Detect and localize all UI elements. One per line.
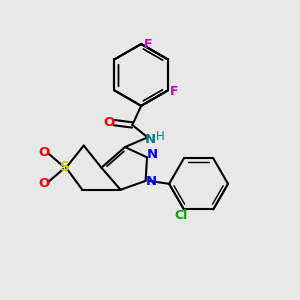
Text: F: F xyxy=(143,38,152,50)
Text: O: O xyxy=(38,146,49,159)
Text: O: O xyxy=(103,116,114,129)
Text: S: S xyxy=(60,160,70,174)
Text: H: H xyxy=(156,130,164,143)
Text: N: N xyxy=(144,133,156,146)
Text: O: O xyxy=(38,177,49,190)
Text: F: F xyxy=(170,85,179,98)
Text: N: N xyxy=(147,148,158,161)
Text: Cl: Cl xyxy=(174,209,188,222)
Text: N: N xyxy=(145,175,156,188)
